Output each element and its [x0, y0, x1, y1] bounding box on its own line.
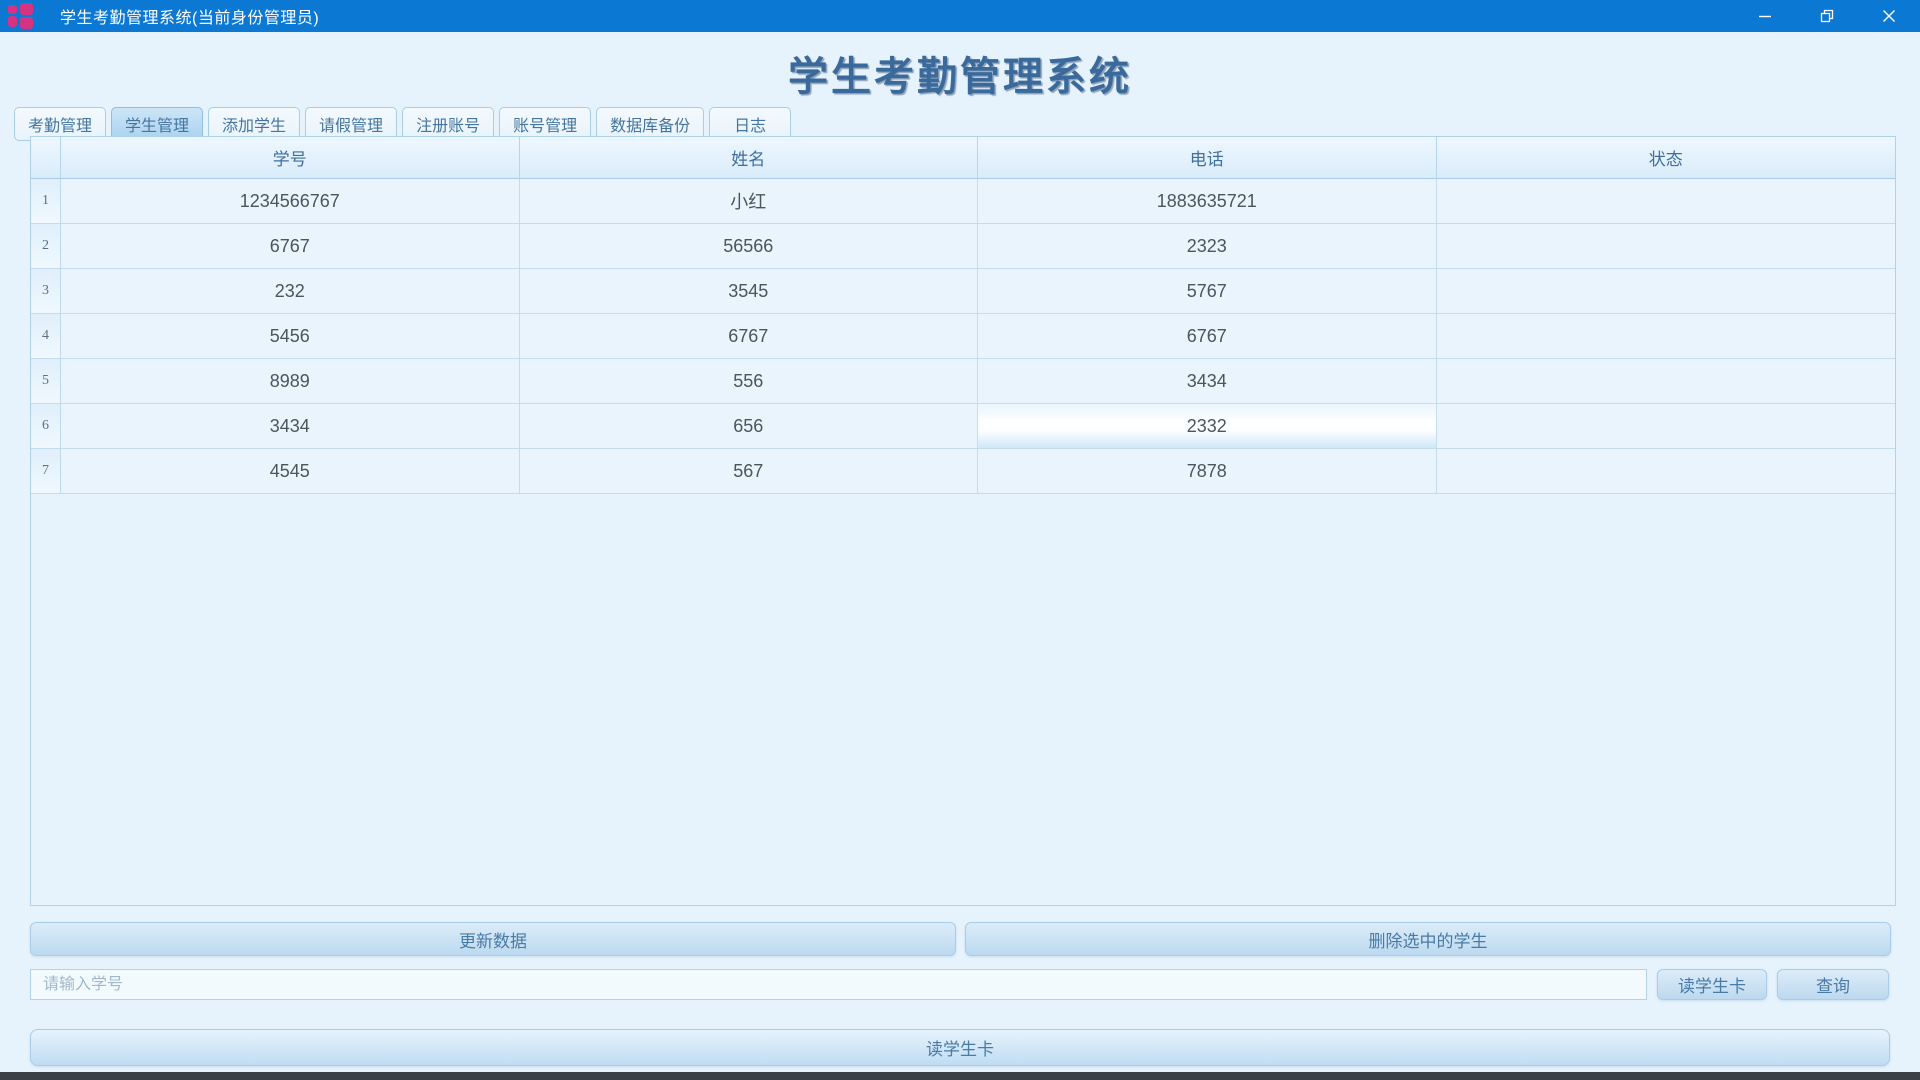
- row-number: 2: [31, 224, 61, 269]
- table-header-row: 学号 姓名 电话 状态: [31, 137, 1895, 179]
- table-corner-cell: [31, 137, 61, 179]
- table-row: 5 8989 556 3434: [31, 359, 1895, 404]
- student-table-panel: 学号 姓名 电话 状态 1 1234566767 小红 1883635721 2…: [30, 136, 1896, 906]
- read-student-card-large-button[interactable]: 读学生卡: [30, 1029, 1890, 1066]
- student-id-input[interactable]: [30, 969, 1647, 1000]
- cell-student-id[interactable]: 5456: [61, 314, 520, 359]
- table-row: 4 5456 6767 6767: [31, 314, 1895, 359]
- cell-status[interactable]: [1436, 314, 1895, 359]
- cell-status[interactable]: [1436, 224, 1895, 269]
- cell-status[interactable]: [1436, 449, 1895, 494]
- cell-student-id[interactable]: 232: [61, 269, 520, 314]
- table-row: 6 3434 656 2332: [31, 404, 1895, 449]
- minimize-icon[interactable]: [1734, 0, 1796, 32]
- cell-name[interactable]: 3545: [519, 269, 978, 314]
- cell-student-id[interactable]: 4545: [61, 449, 520, 494]
- cell-student-id[interactable]: 3434: [61, 404, 520, 449]
- column-header-student-id: 学号: [61, 137, 520, 179]
- cell-name[interactable]: 556: [519, 359, 978, 404]
- row-number: 6: [31, 404, 61, 449]
- row-number: 3: [31, 269, 61, 314]
- cell-status[interactable]: [1436, 269, 1895, 314]
- cell-name[interactable]: 小红: [519, 179, 978, 224]
- row-number: 1: [31, 179, 61, 224]
- tab-log[interactable]: 日志: [709, 107, 792, 141]
- window-controls: [1734, 0, 1920, 32]
- cell-status[interactable]: [1436, 404, 1895, 449]
- tab-register-account[interactable]: 注册账号: [402, 107, 495, 141]
- cell-student-id[interactable]: 1234566767: [61, 179, 520, 224]
- cell-name[interactable]: 567: [519, 449, 978, 494]
- table-row: 7 4545 567 7878: [31, 449, 1895, 494]
- tab-db-backup[interactable]: 数据库备份: [596, 107, 705, 141]
- restore-icon[interactable]: [1796, 0, 1858, 32]
- cell-status[interactable]: [1436, 359, 1895, 404]
- row-number: 4: [31, 314, 61, 359]
- page-title: 学生考勤管理系统: [788, 54, 1132, 99]
- window-title: 学生考勤管理系统(当前身份管理员): [60, 10, 320, 27]
- table-row: 2 6767 56566 2323: [31, 224, 1895, 269]
- cell-phone-selected[interactable]: 2332: [978, 404, 1437, 449]
- update-data-button[interactable]: 更新数据: [30, 922, 956, 956]
- app-logo-icon: [6, 3, 50, 29]
- delete-selected-student-button[interactable]: 删除选中的学生: [965, 922, 1891, 956]
- window-bottom-edge: [0, 1072, 1920, 1080]
- student-table: 学号 姓名 电话 状态 1 1234566767 小红 1883635721 2…: [31, 137, 1895, 494]
- cell-phone[interactable]: 6767: [978, 314, 1437, 359]
- table-row: 1 1234566767 小红 1883635721: [31, 179, 1895, 224]
- column-header-name: 姓名: [519, 137, 978, 179]
- cell-status[interactable]: [1436, 179, 1895, 224]
- tab-add-student[interactable]: 添加学生: [208, 107, 301, 141]
- read-student-card-button[interactable]: 读学生卡: [1657, 969, 1767, 1000]
- cell-name[interactable]: 656: [519, 404, 978, 449]
- cell-student-id[interactable]: 8989: [61, 359, 520, 404]
- tab-bar: 考勤管理 学生管理 添加学生 请假管理 注册账号 账号管理 数据库备份 日志: [14, 107, 792, 141]
- titlebar: 学生考勤管理系统(当前身份管理员): [0, 0, 1920, 32]
- tab-account-mgmt[interactable]: 账号管理: [499, 107, 592, 141]
- cell-phone[interactable]: 3434: [978, 359, 1437, 404]
- cell-name[interactable]: 6767: [519, 314, 978, 359]
- tab-leave-mgmt[interactable]: 请假管理: [305, 107, 398, 141]
- cell-name[interactable]: 56566: [519, 224, 978, 269]
- column-header-status: 状态: [1436, 137, 1895, 179]
- cell-phone[interactable]: 7878: [978, 449, 1437, 494]
- tab-attendance-mgmt[interactable]: 考勤管理: [14, 107, 107, 141]
- cell-phone[interactable]: 2323: [978, 224, 1437, 269]
- row-number: 7: [31, 449, 61, 494]
- table-row: 3 232 3545 5767: [31, 269, 1895, 314]
- row-number: 5: [31, 359, 61, 404]
- cell-phone[interactable]: 1883635721: [978, 179, 1437, 224]
- query-button[interactable]: 查询: [1777, 969, 1889, 1000]
- close-icon[interactable]: [1858, 0, 1920, 32]
- column-header-phone: 电话: [978, 137, 1437, 179]
- cell-student-id[interactable]: 6767: [61, 224, 520, 269]
- cell-phone[interactable]: 5767: [978, 269, 1437, 314]
